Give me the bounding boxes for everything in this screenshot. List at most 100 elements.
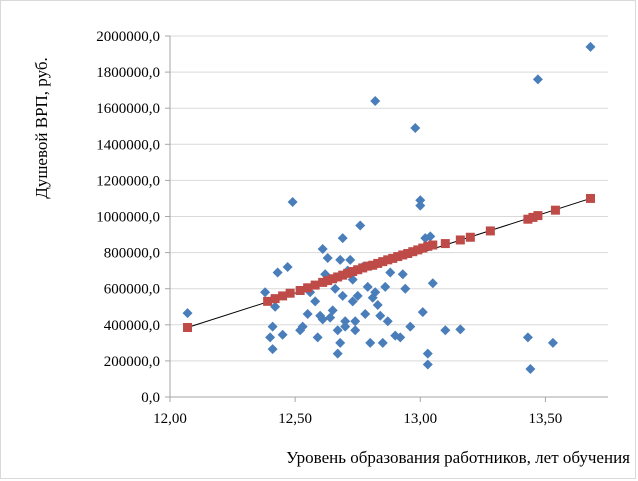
actual-point (337, 290, 348, 301)
actual-point (395, 332, 406, 343)
actual-point (297, 321, 308, 332)
actual-point (350, 316, 361, 327)
actual-point (317, 314, 328, 325)
predicted-point (550, 205, 560, 215)
actual-point (347, 296, 358, 307)
predicted-point (423, 241, 433, 251)
actual-point (370, 287, 381, 298)
actual-point (362, 281, 373, 292)
actual-point (410, 123, 421, 134)
y-tick-label: 1200000,0 (96, 173, 160, 189)
y-tick-label: 0,0 (141, 390, 160, 406)
predicted-point (183, 323, 193, 333)
actual-point (425, 231, 436, 242)
actual-point (380, 281, 391, 292)
actual-point (260, 287, 271, 298)
actual-point (440, 325, 451, 336)
actual-point (287, 197, 298, 208)
actual-point (337, 233, 348, 244)
actual-point (382, 316, 393, 327)
actual-point (365, 337, 376, 348)
y-tick-label: 1400000,0 (96, 137, 160, 153)
actual-point (267, 321, 278, 332)
actual-point (400, 283, 411, 294)
x-tick-label: 12,00 (153, 411, 187, 427)
predicted-point (348, 267, 358, 277)
actual-point (302, 308, 313, 319)
actual-point (547, 337, 558, 348)
predicted-points (183, 193, 595, 333)
predicted-point (388, 253, 398, 263)
actual-point (340, 316, 351, 327)
y-tick-label: 2000000,0 (96, 29, 160, 45)
actual-point (322, 253, 333, 264)
predicted-point (310, 280, 320, 290)
actual-point (277, 329, 288, 340)
y-tick-label: 1800000,0 (96, 65, 160, 81)
predicted-point (373, 258, 383, 268)
actual-point (422, 359, 433, 370)
actual-point (335, 254, 346, 265)
x-axis-title: Уровень образования работников, лет обуч… (286, 448, 630, 467)
actual-point (352, 290, 363, 301)
actual-point (272, 267, 283, 278)
predicted-point (378, 257, 388, 267)
predicted-point (368, 260, 378, 270)
actual-point (385, 267, 396, 278)
actual-point (335, 337, 346, 348)
y-tick-label: 200000,0 (104, 354, 160, 370)
x-tick-label: 13,00 (403, 411, 437, 427)
actual-point (375, 310, 386, 321)
y-tick-label: 800000,0 (104, 246, 160, 262)
actual-point (397, 269, 408, 280)
actual-point (317, 243, 328, 254)
predicted-point (333, 272, 343, 282)
actual-point (312, 332, 323, 343)
predicted-point (328, 274, 338, 284)
y-tick-label: 1600000,0 (96, 101, 160, 117)
actual-point (405, 321, 416, 332)
actual-points (182, 41, 596, 375)
predicted-point (585, 193, 595, 203)
predicted-point (303, 283, 313, 293)
x-tick-labels: 12,00 12,50 13,00 13,50 (153, 411, 562, 427)
actual-point (455, 324, 466, 335)
actual-point (182, 308, 193, 319)
predicted-point (418, 243, 428, 253)
predicted-point (393, 252, 403, 262)
y-tick-label: 400000,0 (104, 318, 160, 334)
actual-point (345, 254, 356, 265)
y-tick-labels: 0,0 200000,0 400000,0 600000,0 800000,0 10000… (96, 29, 160, 406)
predicted-point (270, 294, 280, 304)
predicted-point (285, 288, 295, 298)
predicted-point (428, 240, 438, 250)
actual-point (265, 332, 276, 343)
predicted-point (523, 214, 533, 224)
actual-point (330, 283, 341, 294)
predicted-point (528, 212, 538, 222)
predicted-point (318, 277, 328, 287)
actual-point (332, 348, 343, 359)
actual-point (327, 305, 338, 316)
actual-point (422, 348, 433, 359)
predicted-point (358, 263, 368, 273)
predicted-point (413, 245, 423, 255)
actual-point (282, 262, 293, 273)
actual-point (270, 301, 281, 312)
predicted-point (455, 235, 465, 245)
x-tick-label: 13,50 (529, 411, 563, 427)
predicted-point (408, 247, 418, 257)
actual-point (415, 200, 426, 211)
actual-point (427, 278, 438, 289)
predicted-point (343, 268, 353, 278)
actual-point (417, 307, 428, 318)
actual-point (350, 325, 361, 336)
predicted-point (295, 286, 305, 296)
actual-point (267, 344, 278, 355)
predicted-point (353, 265, 363, 275)
actual-point (522, 332, 533, 343)
predicted-point (363, 261, 373, 271)
x-tick-label: 12,50 (278, 411, 312, 427)
actual-point (585, 41, 596, 52)
